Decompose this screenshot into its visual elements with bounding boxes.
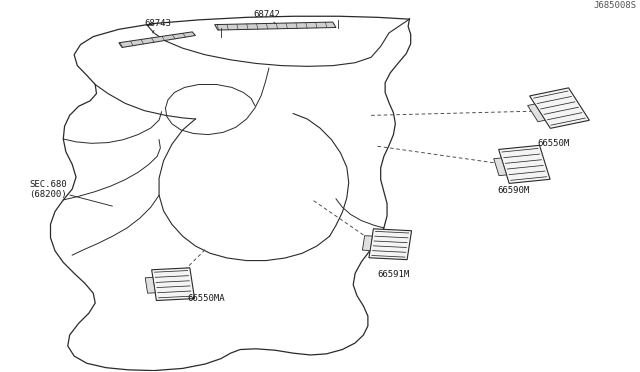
Text: 66550M: 66550M — [537, 139, 570, 148]
Polygon shape — [530, 88, 589, 128]
Text: 66590M: 66590M — [497, 186, 530, 195]
Text: 68742: 68742 — [253, 10, 280, 23]
Polygon shape — [499, 145, 550, 183]
Text: 68743: 68743 — [145, 19, 172, 33]
Polygon shape — [527, 104, 545, 122]
Text: 66550MA: 66550MA — [187, 294, 225, 302]
Polygon shape — [493, 158, 506, 176]
Polygon shape — [214, 22, 336, 30]
Polygon shape — [152, 268, 195, 301]
Polygon shape — [145, 278, 156, 293]
Text: SEC.680
(68200): SEC.680 (68200) — [29, 180, 113, 206]
Polygon shape — [362, 236, 372, 250]
Polygon shape — [369, 229, 412, 260]
Text: 66591M: 66591M — [378, 270, 410, 279]
Polygon shape — [119, 32, 195, 48]
Text: J685008S: J685008S — [593, 1, 636, 10]
Polygon shape — [51, 16, 411, 371]
